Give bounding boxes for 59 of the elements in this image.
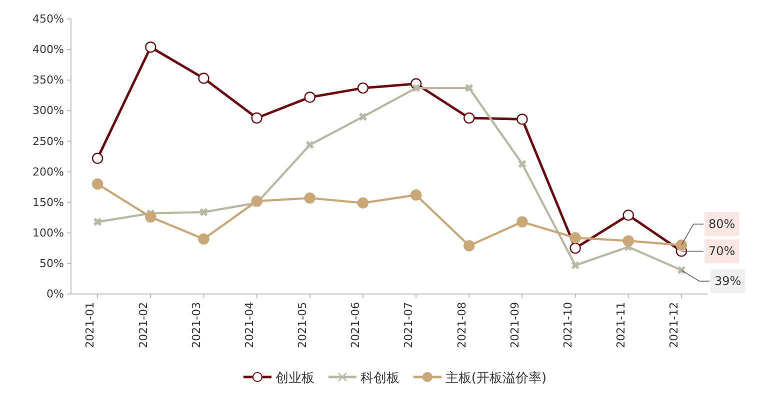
- point: [92, 178, 104, 190]
- x-tick-label: 2021-01: [84, 302, 97, 348]
- y-tick-label: 350%: [32, 74, 64, 87]
- point: [304, 192, 316, 204]
- x-tick-label: 2021-06: [349, 302, 362, 348]
- point: [464, 240, 475, 252]
- x-tick-label: 2021-10: [561, 302, 574, 348]
- x-tick-label: 2021-11: [614, 302, 628, 348]
- x-tick-label: 2021-05: [296, 302, 310, 348]
- point: [571, 261, 580, 270]
- point: [516, 114, 528, 125]
- point: [412, 84, 420, 92]
- y-tick-label: 0%: [46, 288, 64, 301]
- point: [251, 196, 262, 207]
- point: [465, 84, 474, 92]
- y-tick-label: 50%: [40, 256, 64, 270]
- y-tick-label: 100%: [32, 226, 64, 240]
- point: [200, 208, 208, 216]
- data-label: 80%: [708, 217, 736, 232]
- point: [306, 140, 314, 149]
- point: [676, 240, 688, 251]
- x-tick-label: 2021-09: [508, 302, 522, 348]
- point: [145, 211, 156, 223]
- x-tick-label: 2021-04: [242, 302, 256, 348]
- y-tick-label: 200%: [32, 165, 64, 178]
- point: [94, 218, 102, 226]
- point: [622, 235, 634, 246]
- data-label: 39%: [714, 274, 742, 288]
- point: [198, 72, 210, 84]
- y-tick-label: 300%: [32, 104, 64, 118]
- point: [622, 210, 634, 221]
- point: [304, 92, 316, 103]
- point: [570, 232, 581, 244]
- y-tick-label: 250%: [32, 134, 64, 148]
- y-tick-label: 400%: [32, 43, 64, 56]
- x-tick-label: 2021-03: [190, 302, 203, 348]
- point: [145, 42, 156, 53]
- legend-label: 主板(开板溢价率): [445, 370, 547, 386]
- data-label: 70%: [708, 244, 736, 258]
- point: [570, 242, 581, 254]
- point: [357, 82, 369, 94]
- x-tick-label: 2021-08: [455, 302, 468, 348]
- point: [464, 112, 475, 124]
- legend-label: 科创板: [360, 371, 400, 386]
- y-tick-label: 450%: [32, 12, 64, 26]
- point: [92, 152, 104, 164]
- point: [677, 266, 686, 274]
- point: [198, 233, 210, 245]
- point: [251, 112, 262, 124]
- x-tick-label: 2021-07: [402, 302, 416, 348]
- x-tick-label: 2021-02: [136, 302, 150, 348]
- point: [357, 197, 369, 209]
- point: [410, 189, 422, 201]
- legend-label: 创业板: [275, 371, 314, 386]
- y-tick-label: 150%: [32, 196, 64, 209]
- point: [516, 216, 528, 228]
- point: [518, 160, 526, 168]
- x-tick-label: 2021-12: [668, 302, 681, 348]
- point: [358, 112, 367, 121]
